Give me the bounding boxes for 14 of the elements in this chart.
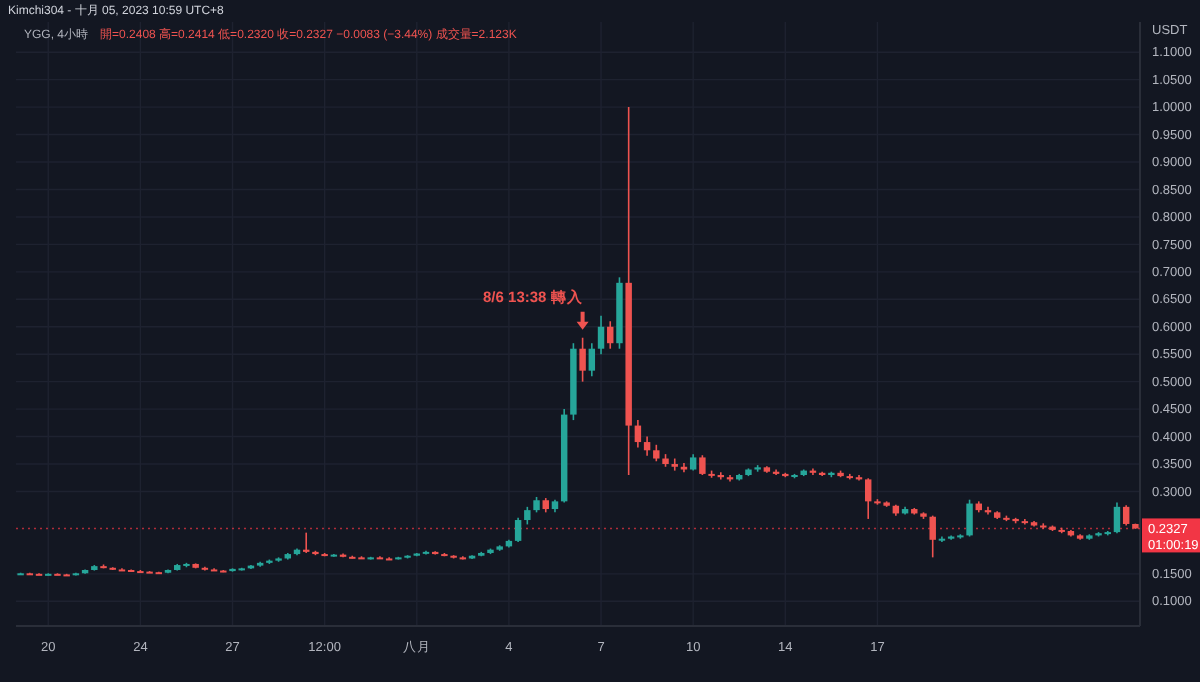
candlestick: [634, 419, 642, 449]
candlestick: [607, 320, 614, 350]
candlestick: [1113, 501, 1121, 534]
candlestick: [699, 454, 706, 476]
candlestick: [579, 336, 586, 383]
candlestick: [929, 514, 936, 559]
candlestick: [1122, 504, 1130, 527]
candlestick: [588, 342, 596, 377]
candlestick: [671, 457, 678, 472]
candlestick: [864, 477, 872, 520]
candlestick: [597, 314, 605, 355]
candlestick: [643, 435, 651, 457]
candlestick: [514, 517, 522, 543]
candlestick: [966, 498, 973, 538]
